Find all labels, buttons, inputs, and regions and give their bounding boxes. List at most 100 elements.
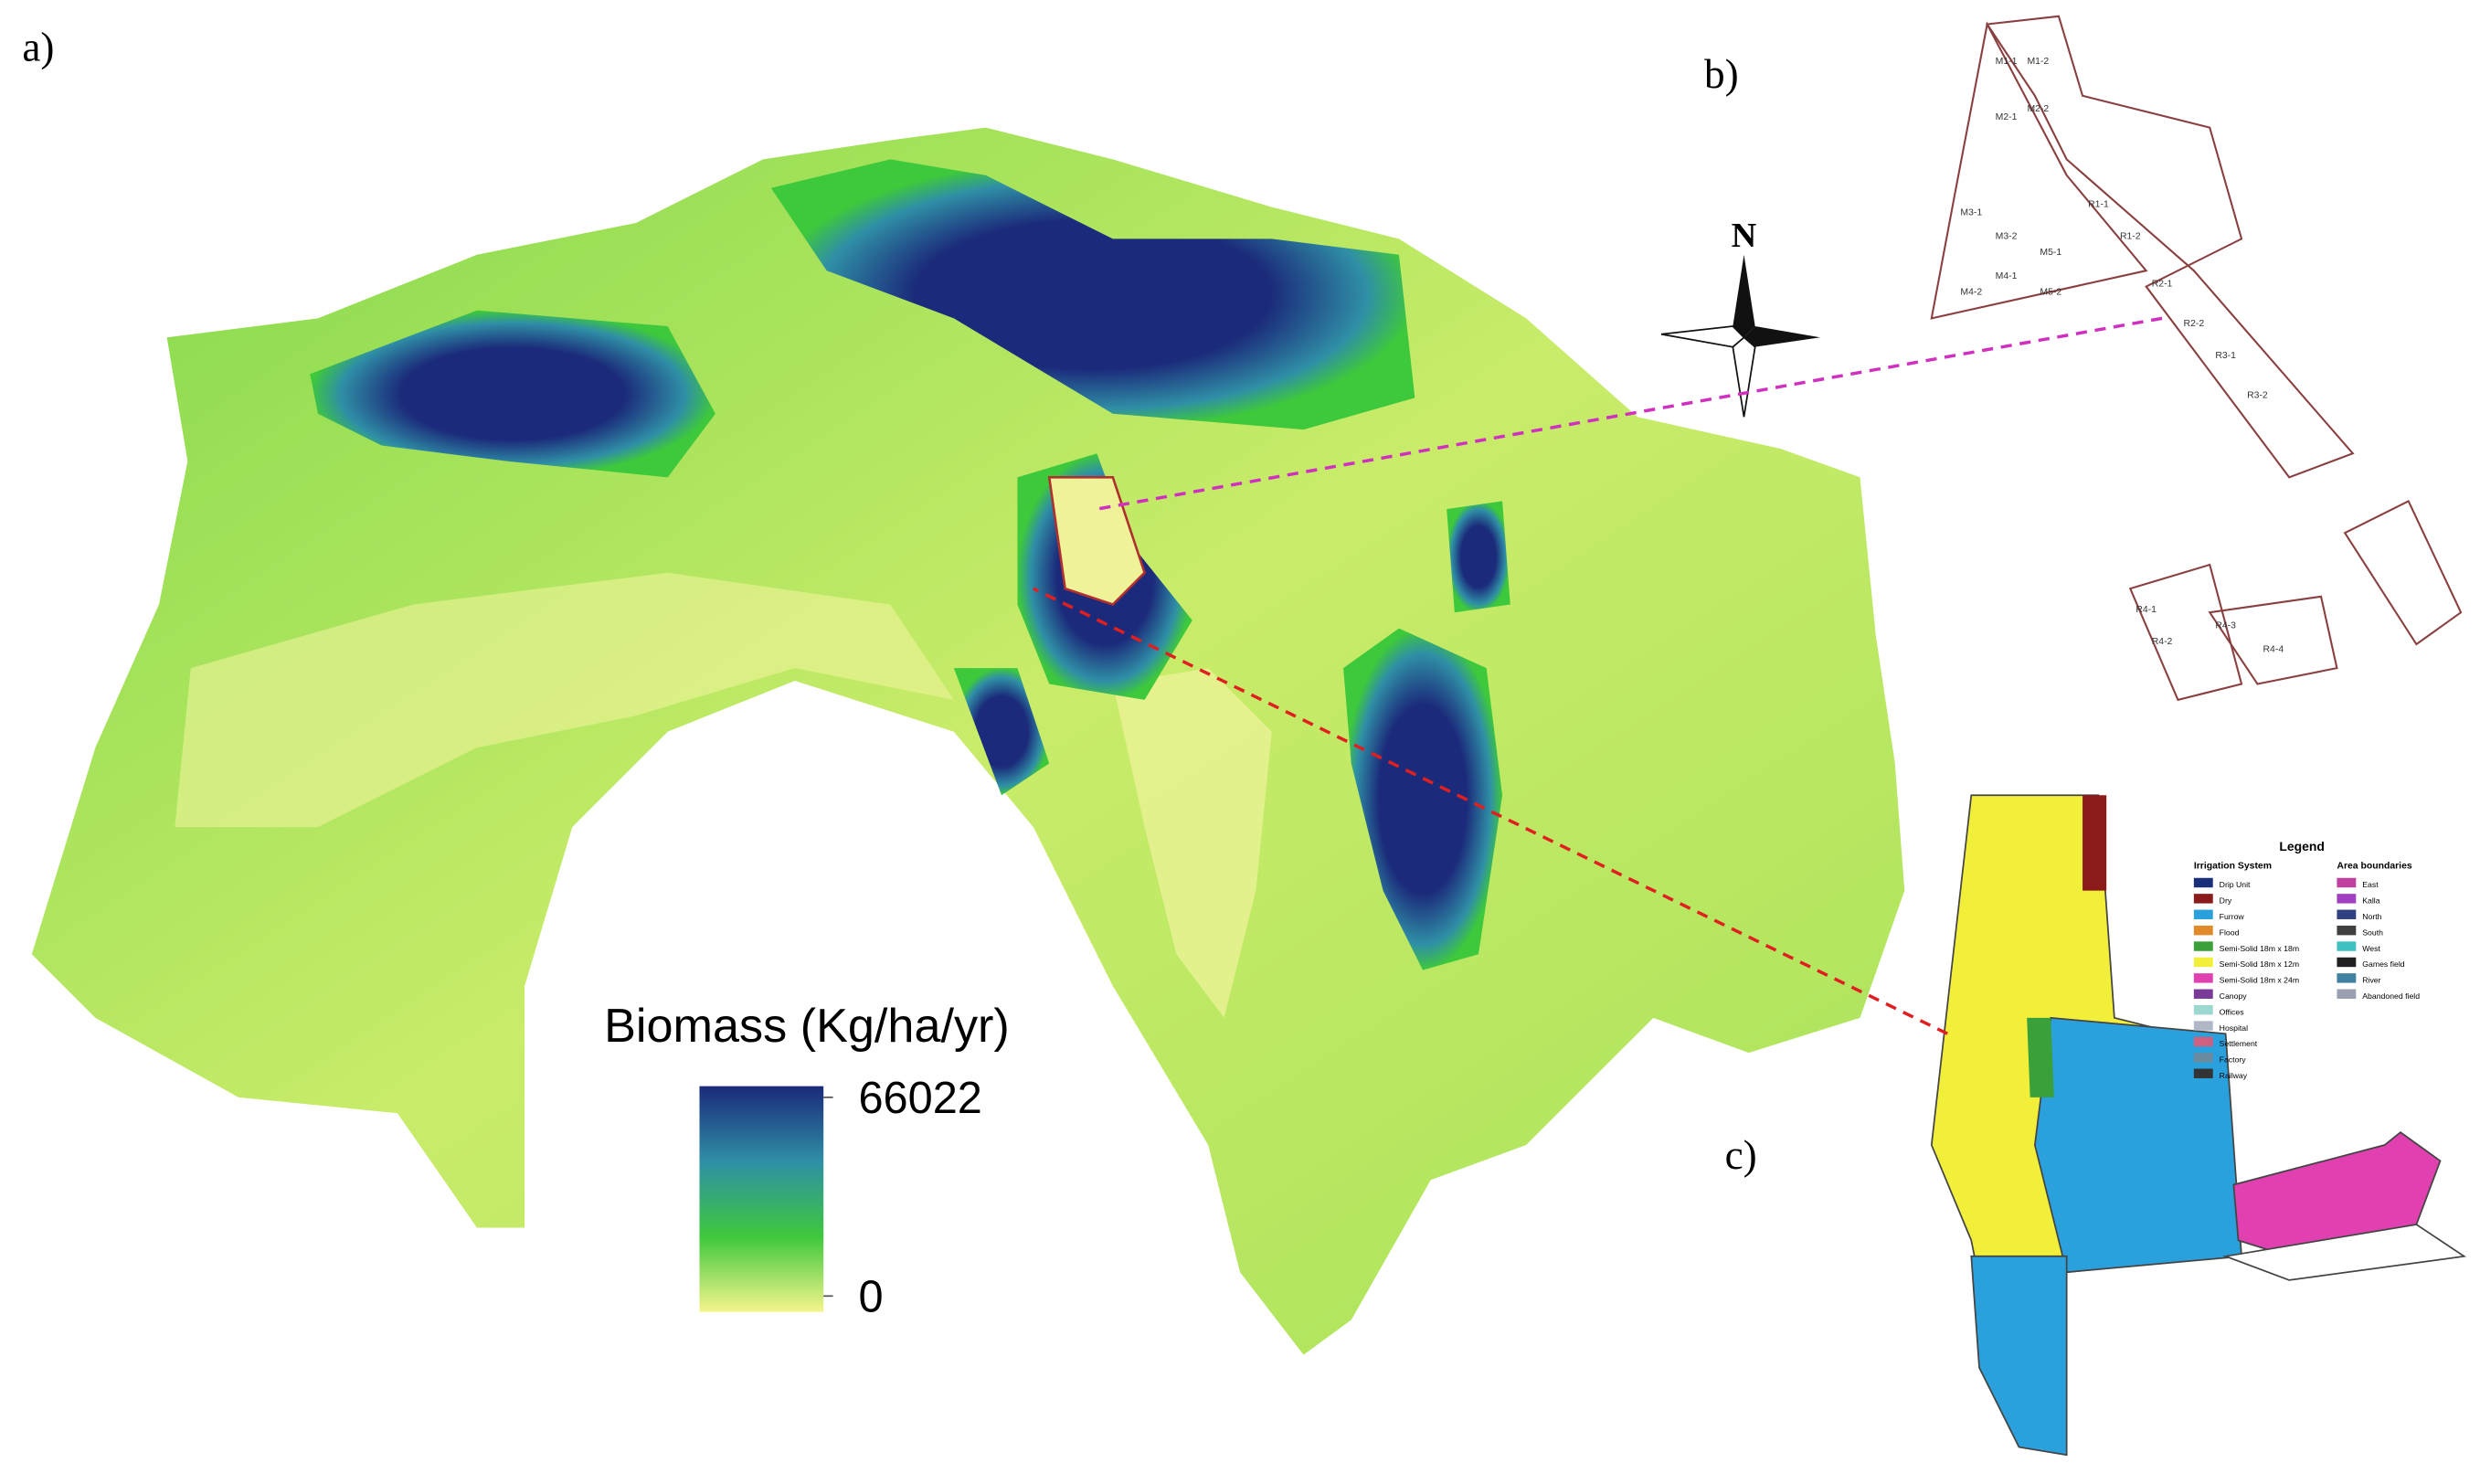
- panel-label: a): [22, 25, 54, 70]
- legend-swatch: [2193, 1068, 2213, 1078]
- legend-swatch: [2193, 877, 2213, 888]
- parcel-outline: [2208, 595, 2338, 685]
- parcel-label: R4-3: [2215, 621, 2236, 631]
- high-biomass: [770, 159, 1415, 430]
- legend-label: Kalla: [2362, 896, 2379, 906]
- parcel-label: M3-2: [1996, 231, 2018, 241]
- zone: [2027, 1017, 2054, 1097]
- compass-label: N: [1732, 217, 1757, 255]
- colorbar-tick-label: 0: [858, 1273, 883, 1322]
- parcel-outline: [1930, 21, 2148, 320]
- compass: N: [1660, 217, 1821, 418]
- parcel-label: R1-2: [2120, 231, 2141, 241]
- parcel-label: M5-2: [2040, 287, 2061, 297]
- parcel-label: M4-2: [1960, 287, 1982, 297]
- parcel-label: R1-1: [2088, 200, 2109, 210]
- colorbar-title: Biomass (Kg/ha/yr): [604, 1000, 1010, 1053]
- legend-heading: Area boundaries: [2337, 861, 2411, 871]
- legend-swatch: [2337, 973, 2357, 983]
- panel-label: c): [1725, 1132, 1757, 1178]
- dry-zone: [1112, 668, 1272, 1018]
- compass-needle: [1732, 336, 1756, 418]
- zone: [1970, 1255, 2068, 1457]
- irrigation-map: [1930, 794, 2466, 1457]
- colorbar-tick-label: 66022: [858, 1074, 981, 1123]
- legend-swatch: [2193, 925, 2213, 936]
- legend-swatch: [2193, 941, 2213, 951]
- legend-label: Flood: [2220, 928, 2240, 937]
- legend-label: Hospital: [2220, 1023, 2248, 1033]
- legend-swatch: [2337, 925, 2357, 936]
- legend-label: Semi-Solid 18m x 24m: [2220, 976, 2299, 985]
- parcel-label: M4-1: [1996, 271, 2018, 281]
- legend-swatch: [2193, 909, 2213, 919]
- parcel-label: R2-2: [2184, 319, 2205, 329]
- legend-label: Abandoned field: [2362, 991, 2420, 1001]
- legend-swatch: [2337, 941, 2357, 951]
- parcel-label: R4-4: [2263, 645, 2284, 655]
- legend-label: Dry: [2220, 896, 2232, 906]
- zone: [2083, 795, 2107, 891]
- legend-label: Semi-Solid 18m x 12m: [2220, 959, 2299, 969]
- parcel-label: M2-2: [2027, 104, 2049, 114]
- legend-swatch: [2337, 957, 2357, 968]
- parcel-label: M2-1: [1996, 112, 2018, 122]
- legend-swatch: [2193, 1036, 2213, 1047]
- parcel-label: R3-1: [2215, 351, 2236, 361]
- parcel-outline: [1985, 15, 2355, 479]
- connector-arrow: [1033, 587, 1948, 1035]
- legend-label: West: [2362, 944, 2380, 953]
- parcel-label: R4-1: [2136, 605, 2157, 615]
- legend-swatch: [2193, 989, 2213, 999]
- legend-label: Settlement: [2220, 1039, 2258, 1048]
- legend-swatch: [2337, 894, 2357, 904]
- legend-swatch: [2337, 909, 2357, 919]
- compass-needle: [1733, 254, 1755, 338]
- legend-label: South: [2362, 928, 2383, 937]
- colorbar-ticks: 66022 0: [823, 1074, 982, 1322]
- compass-needle: [1660, 325, 1745, 348]
- legend-swatch: [2193, 1021, 2213, 1031]
- parcel-label: R2-1: [2152, 280, 2173, 290]
- legend-label: Offices: [2220, 1007, 2245, 1016]
- legend-swatch: [2337, 877, 2357, 888]
- legend-label: Railway: [2220, 1071, 2248, 1080]
- legend-label: Canopy: [2220, 991, 2248, 1001]
- legend-label: Furrow: [2220, 912, 2245, 921]
- parcel-label: R4-2: [2152, 637, 2173, 647]
- legend-heading: Irrigation System: [2194, 861, 2272, 871]
- legend-swatch: [2193, 1053, 2213, 1063]
- legend-label: Factory: [2220, 1055, 2247, 1065]
- dry-zone: [175, 572, 954, 828]
- parcel-label: M5-1: [2040, 248, 2061, 258]
- high-biomass: [953, 668, 1050, 796]
- parcel-labels: M1-1 M1-2 M2-1 M2-2 M3-1 M3-2 M4-1 M4-2 M5-1 M5-2…: [1960, 57, 2284, 655]
- legend-label: East: [2362, 880, 2379, 889]
- high-biomass: [1343, 628, 1503, 970]
- zone: [2033, 1016, 2242, 1274]
- connector-arrow: [1097, 316, 2163, 511]
- colorbar: [699, 1086, 824, 1312]
- panel-label: b): [1704, 51, 1739, 97]
- high-biomass: [310, 310, 715, 478]
- legend-swatch: [2337, 989, 2357, 999]
- parcel-outline: [2343, 500, 2463, 646]
- legend-title: Legend: [2279, 839, 2324, 853]
- high-biomass: [1447, 501, 1510, 613]
- legend-swatch: [2193, 1004, 2213, 1015]
- legend-swatch: [2193, 957, 2213, 968]
- legend-label: North: [2362, 912, 2381, 921]
- parcel-label: R3-2: [2247, 390, 2268, 400]
- legend-label: Drip Unit: [2220, 880, 2251, 889]
- study-area: [1047, 476, 1147, 607]
- parcel-label: M3-1: [1960, 207, 1982, 217]
- inset-legend: Legend Irrigation System Drip Unit Dry Furro…: [2193, 839, 2420, 1080]
- parcel-label: M1-2: [2027, 57, 2049, 67]
- zone: [2222, 1224, 2466, 1281]
- legend-swatch: [2193, 973, 2213, 983]
- legend-label: Semi-Solid 18m x 18m: [2220, 944, 2299, 953]
- compass-needle: [1743, 326, 1821, 347]
